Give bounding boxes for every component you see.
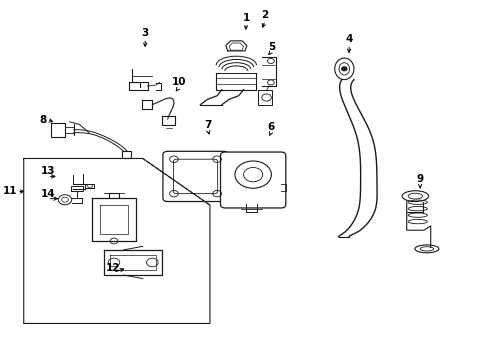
Text: 5: 5 [267,42,274,51]
Text: 13: 13 [41,166,55,176]
Text: 6: 6 [267,122,274,132]
Circle shape [341,67,346,71]
FancyBboxPatch shape [173,159,217,194]
Text: 11: 11 [2,186,17,197]
Text: 10: 10 [171,77,185,87]
Text: 1: 1 [242,13,249,23]
FancyBboxPatch shape [220,152,285,208]
FancyBboxPatch shape [163,151,228,202]
Text: 7: 7 [204,120,211,130]
Text: 12: 12 [105,262,120,273]
Text: 4: 4 [345,35,352,44]
Text: 8: 8 [40,115,47,125]
Text: 14: 14 [41,189,55,199]
Text: 3: 3 [141,28,148,39]
Text: 2: 2 [261,10,268,21]
Text: 9: 9 [416,174,423,184]
